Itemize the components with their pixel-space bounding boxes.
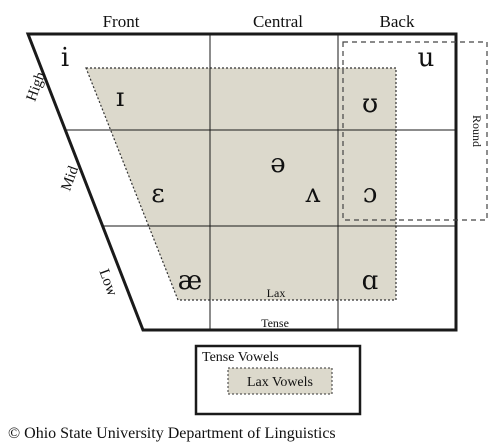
round-vowel-box <box>342 41 488 221</box>
vowel-epsilon: ɛ <box>151 179 164 209</box>
column-label-central: Central <box>253 12 303 31</box>
legend: Tense Vowels Lax Vowels <box>194 344 362 416</box>
vowel-lax-i: ɪ <box>116 83 124 113</box>
tense-vowel-trapezoid <box>25 32 458 332</box>
vowel-script-a: ɑ <box>362 266 379 296</box>
vowel-i: i <box>61 43 69 73</box>
row-label-high: High <box>24 69 49 103</box>
vowel-u: u <box>418 43 435 73</box>
row-label-low: Low <box>96 267 120 298</box>
round-label: Round <box>470 115 484 147</box>
vowel-open-o: ɔ <box>363 179 378 209</box>
vowel-schwa: ə <box>270 149 285 179</box>
tense-label: Tense <box>261 316 289 330</box>
legend-tense-label: Tense Vowels <box>202 350 279 365</box>
column-label-front: Front <box>103 12 140 31</box>
column-label-back: Back <box>380 12 415 31</box>
vowel-ae: æ <box>178 266 202 296</box>
lax-vowel-region <box>85 67 397 301</box>
vowel-lax-u: ʊ <box>362 89 378 119</box>
lax-label: Lax <box>267 286 286 300</box>
legend-lax-box <box>227 367 333 395</box>
legend-lax-label: Lax Vowels <box>247 375 313 390</box>
chart-grid <box>64 34 456 330</box>
copyright-notice: © Ohio State University Department of Li… <box>8 425 336 442</box>
vowel-wedge: ʌ <box>305 179 321 209</box>
